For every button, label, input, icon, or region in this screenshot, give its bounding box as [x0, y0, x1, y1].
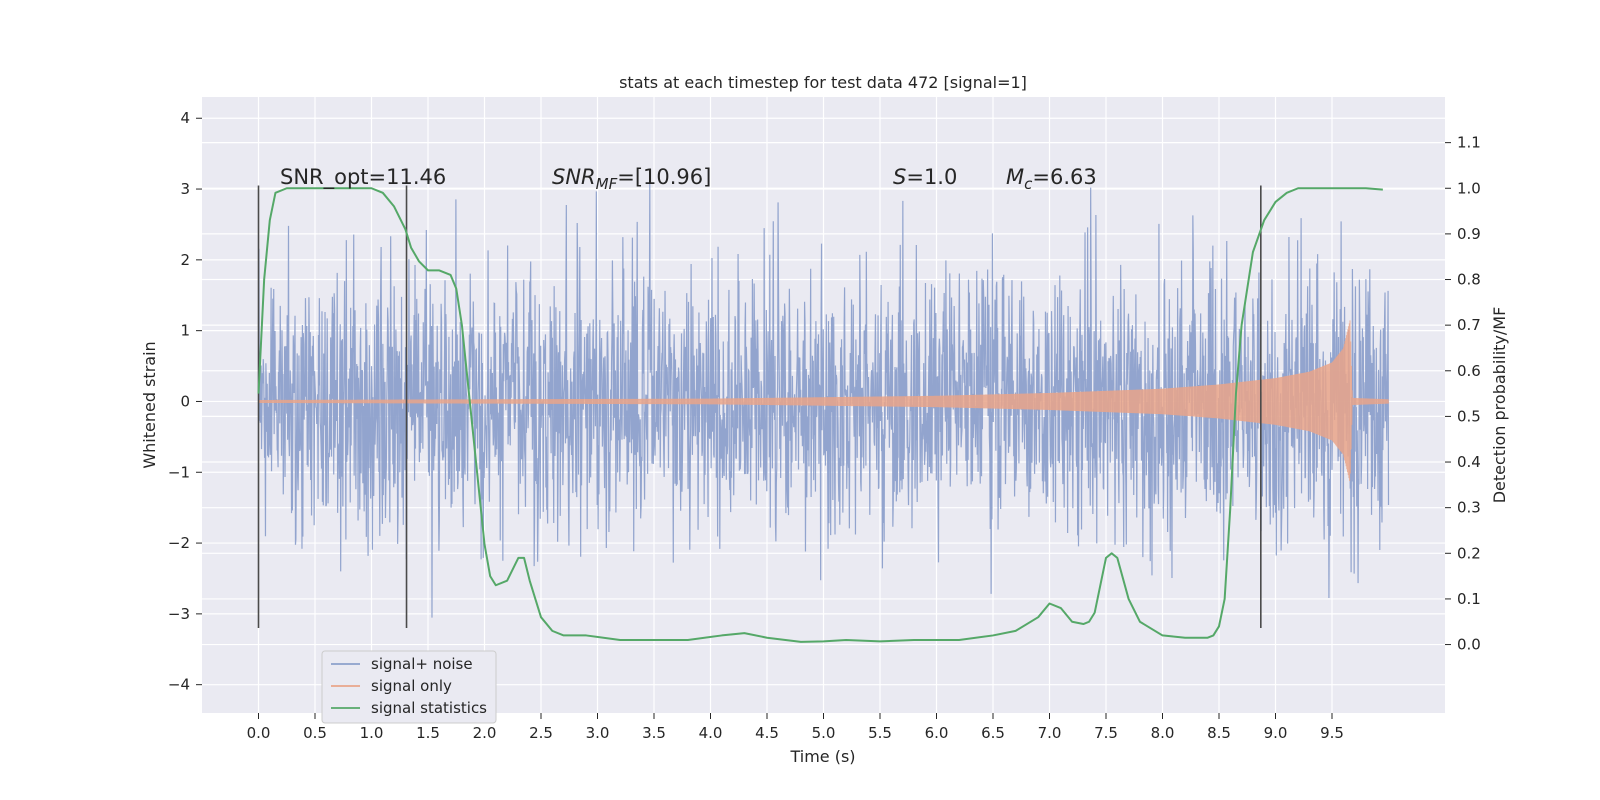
s-name: S [893, 165, 906, 189]
x-tick-label: 7.5 [1094, 724, 1118, 742]
x-tick-label: 1.0 [360, 724, 384, 742]
annotation-snr-mf: SNRMF=[10.96] [552, 165, 711, 193]
y-tick-label: −4 [168, 676, 190, 694]
annotation-mc: Mc=6.63 [1006, 165, 1097, 193]
y-tick-label: −2 [168, 534, 190, 552]
y2-axis-ticks: 1.1 1.0 0.9 0.8 0.7 0.6 0.5 0.4 0.3 0.2 0.1 0.0 [1445, 134, 1481, 654]
annotation-s: S=1.0 [893, 165, 957, 189]
series-signal-statistics [257, 187, 1383, 643]
y2-tick-label: 0.3 [1457, 499, 1481, 517]
x-tick-label: 2.5 [529, 724, 553, 742]
legend-label-signal-only: signal only [371, 677, 452, 695]
y-tick-label: −3 [168, 605, 190, 623]
x-tick-label: 6.5 [981, 724, 1005, 742]
y2-tick-label: 0.7 [1457, 316, 1481, 334]
y2-tick-label: 1.0 [1457, 179, 1481, 197]
y2-tick-label: 0.9 [1457, 225, 1481, 243]
x-tick-label: 4.5 [755, 724, 779, 742]
y-tick-label: 1 [180, 322, 190, 340]
signal-statistics-line [257, 187, 1383, 643]
annotation-snr-opt: SNR_opt=11.46 [280, 165, 446, 190]
y-axis-label: Whitened strain [140, 341, 159, 468]
x-tick-label: 4.0 [699, 724, 723, 742]
x-tick-label: 8.0 [1151, 724, 1175, 742]
y-tick-label: 0 [180, 392, 190, 410]
x-axis-label: Time (s) [789, 747, 855, 766]
legend-label-signal-statistics: signal statistics [371, 699, 487, 717]
chart-title: stats at each timestep for test data 472… [619, 73, 1027, 92]
snr-mf-sub: MF [596, 175, 618, 193]
x-tick-label: 3.0 [586, 724, 610, 742]
snr-mf-base: SNR [552, 165, 596, 189]
signal-plus-noise-line [257, 182, 1390, 618]
y2-tick-label: 0.1 [1457, 590, 1481, 608]
y2-tick-label: 1.1 [1457, 134, 1481, 152]
x-tick-label: 9.0 [1264, 724, 1288, 742]
x-tick-label: 8.5 [1207, 724, 1231, 742]
y-tick-label: −1 [168, 463, 190, 481]
x-tick-label: 0.5 [303, 724, 327, 742]
legend-box [321, 650, 497, 724]
x-axis-ticks: 0.0 0.5 1.0 1.5 2.0 2.5 3.0 3.5 4.0 4.5 5.0 5.5 6.0 6… [247, 713, 1344, 742]
y2-tick-label: 0.4 [1457, 453, 1481, 471]
series-signal-only [258, 320, 1389, 482]
vertical-markers [257, 185, 1262, 629]
signal-only-line [258, 320, 1389, 482]
y2-tick-label: 0.8 [1457, 271, 1481, 289]
x-tick-label: 2.0 [473, 724, 497, 742]
mc-base: M [1006, 165, 1024, 189]
y2-tick-label: 0.6 [1457, 362, 1481, 380]
x-tick-label: 5.0 [812, 724, 836, 742]
s-value: =1.0 [906, 165, 957, 189]
y-tick-label: 4 [180, 109, 190, 127]
x-tick-label: 0.0 [247, 724, 271, 742]
y2-tick-label: 0.2 [1457, 544, 1481, 562]
legend: signal+ noise signal only signal statist… [321, 650, 497, 724]
x-tick-label: 7.0 [1038, 724, 1062, 742]
y-axis-ticks: 4 3 2 1 0 −1 −2 −3 −4 [168, 109, 202, 694]
y-tick-label: 3 [180, 180, 190, 198]
x-tick-label: 9.5 [1320, 724, 1344, 742]
x-tick-label: 6.0 [925, 724, 949, 742]
mc-value: =6.63 [1032, 165, 1096, 189]
x-tick-label: 3.5 [642, 724, 666, 742]
y-tick-label: 2 [180, 251, 190, 269]
snr-mf-value: =[10.96] [617, 165, 711, 189]
y2-tick-label: 0.0 [1457, 636, 1481, 654]
series-signal-plus-noise [257, 182, 1390, 618]
y2-tick-label: 0.5 [1457, 407, 1481, 425]
x-tick-label: 5.5 [868, 724, 892, 742]
x-tick-label: 1.5 [416, 724, 440, 742]
y2-axis-label: Detection probability/MF [1490, 307, 1509, 504]
legend-label-signal-plus-noise: signal+ noise [371, 655, 473, 673]
mc-sub: c [1024, 175, 1033, 193]
